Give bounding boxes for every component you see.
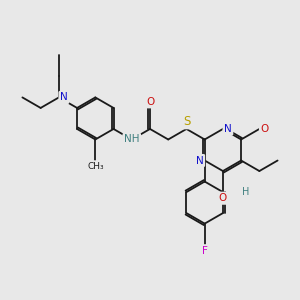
Text: O: O: [219, 193, 227, 203]
Text: N: N: [196, 155, 204, 166]
Text: O: O: [260, 124, 269, 134]
Text: H: H: [242, 187, 250, 197]
Text: S: S: [183, 115, 190, 128]
Text: N: N: [60, 92, 68, 102]
Text: N: N: [224, 124, 232, 134]
Text: O: O: [146, 97, 154, 107]
Text: CH₃: CH₃: [87, 162, 104, 171]
Text: NH: NH: [124, 134, 140, 145]
Text: F: F: [202, 246, 208, 256]
